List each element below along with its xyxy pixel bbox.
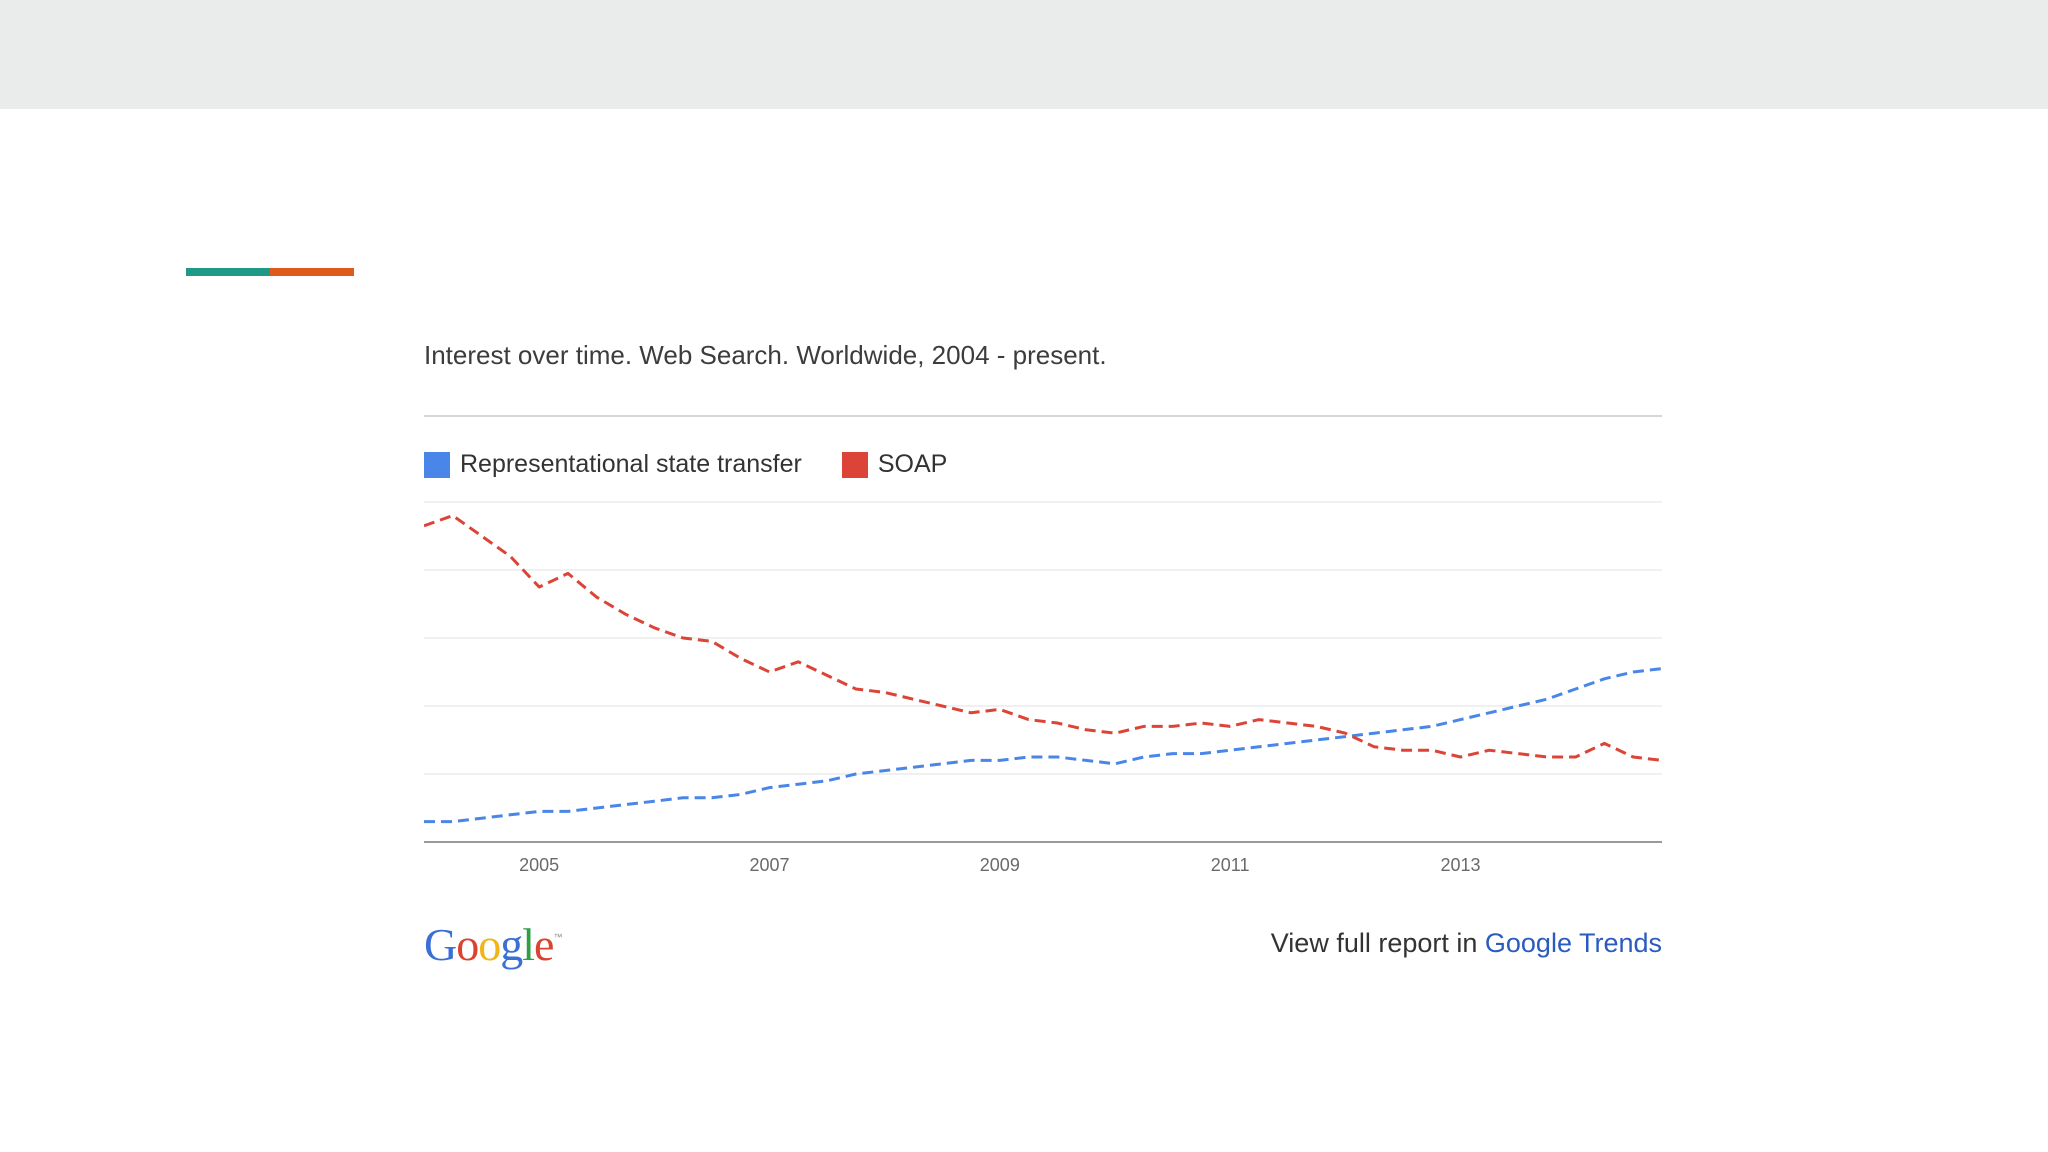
google-logo: Google™ xyxy=(424,918,562,971)
x-tick-label-0: 2005 xyxy=(519,855,559,875)
accent-orange-segment xyxy=(270,268,354,276)
google-logo-text: Google xyxy=(424,919,554,970)
x-tick-label-1: 2007 xyxy=(749,855,789,875)
series-line-rest xyxy=(424,667,1662,824)
x-tick-label-3: 2011 xyxy=(1211,855,1250,875)
trends-chart: Interest over time. Web Search. Worldwid… xyxy=(424,330,1662,990)
legend-label-soap: SOAP xyxy=(877,450,948,478)
slide-top-band xyxy=(0,0,2048,109)
accent-teal-segment xyxy=(186,268,270,276)
legend-label-rest: Representational state transfer xyxy=(460,450,802,478)
chart-legend: Representational state transfer SOAP xyxy=(424,450,987,479)
accent-line xyxy=(186,268,354,276)
logo-tm: ™ xyxy=(553,932,563,942)
series-line-soap xyxy=(424,514,1662,762)
google-trends-link[interactable]: Google Trends xyxy=(1484,928,1662,958)
x-tick-label-2: 2009 xyxy=(980,855,1020,875)
legend-item-soap[interactable]: SOAP xyxy=(841,450,948,479)
chart-divider xyxy=(424,415,1662,417)
report-prefix: View full report in xyxy=(1270,928,1485,958)
legend-item-rest[interactable]: Representational state transfer xyxy=(424,450,802,479)
legend-swatch-soap xyxy=(841,451,868,478)
legend-swatch-rest xyxy=(424,451,450,478)
view-full-report: View full report in Google Trends xyxy=(1271,928,1662,959)
x-tick-label-4: 2013 xyxy=(1440,855,1480,875)
chart-subtitle: Interest over time. Web Search. Worldwid… xyxy=(424,340,1107,370)
plot-area: 2005 2007 2009 2011 2013 xyxy=(424,501,1662,875)
